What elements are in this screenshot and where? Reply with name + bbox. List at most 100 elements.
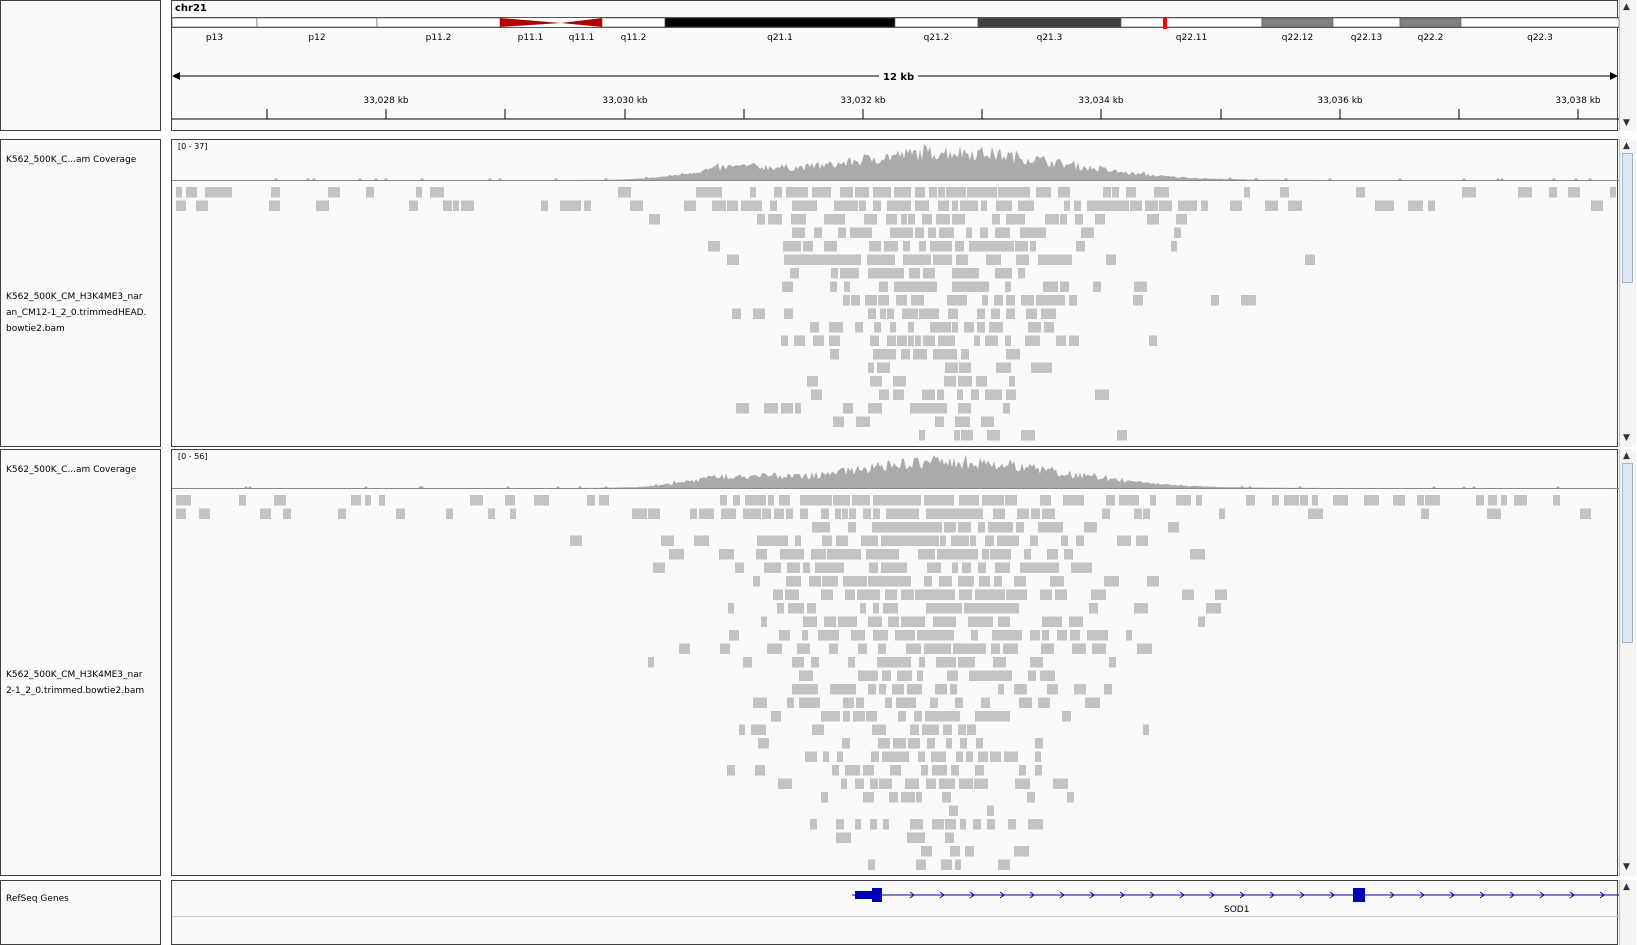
gene-model-sod1[interactable] [172,881,1619,921]
scroll-up-icon[interactable]: ▲ [1623,451,1630,461]
track1-data-panel[interactable]: [0 - 37] [171,139,1619,447]
read [985,535,994,546]
read [745,495,757,506]
read [926,778,936,789]
read [1126,630,1132,641]
read [932,589,944,600]
read [468,200,474,211]
band-label-p13: p13 [206,33,223,43]
read [888,562,903,573]
read [993,657,1006,668]
track1-alignment-name-line1[interactable]: K562_500K_CM_H3K4ME3_nar [6,292,143,302]
read [570,535,582,546]
read [176,187,182,198]
track2-alignment-name-line2[interactable]: 2-1_2_0.trimmed.bowtie2.bam [6,686,145,696]
read [1171,241,1177,252]
scroll-down-icon[interactable]: ▼ [1623,433,1630,443]
read [1005,281,1011,292]
read [848,657,855,668]
read [981,697,990,708]
read [901,589,914,600]
read [888,616,899,627]
read [902,187,911,198]
read [909,268,920,279]
track2-scrollbar[interactable]: ▲ ▼ [1619,449,1636,876]
read [779,630,790,641]
track1-alignments[interactable] [172,186,1619,446]
band-q21.1 [664,17,896,28]
track2-data-panel[interactable]: [0 - 56] [171,449,1619,876]
ruler[interactable]: 33,028 kb 33,030 kb 33,032 kb 33,034 kb 33,0… [172,91,1619,127]
track2-name-panel: K562_500K_C...am Coverage K562_500K_CM_H… [0,449,161,876]
scroll-up-icon[interactable]: ▲ [1623,882,1630,892]
header-scrollbar[interactable]: ▲ ▼ [1619,0,1636,131]
gene-exon-2 [1353,888,1365,902]
read [941,859,952,870]
read [802,630,808,641]
track2-alignments[interactable] [172,494,1619,875]
read [908,214,915,225]
scroll-thumb[interactable] [1622,153,1633,283]
read [1045,295,1059,306]
read [995,227,1010,238]
track1-alignment-name-line3[interactable]: bowtie2.bam [6,324,65,334]
read [777,603,784,614]
read [694,535,709,546]
track1-scrollbar[interactable]: ▲ ▼ [1619,139,1636,447]
scroll-up-icon[interactable]: ▲ [1623,141,1630,151]
read [1102,508,1110,519]
scroll-up-icon[interactable]: ▲ [1623,2,1630,12]
read [901,214,907,225]
read [1168,522,1179,533]
read [807,254,818,265]
read [974,778,988,789]
read [957,389,963,400]
track1-alignment-name-line2[interactable]: an_CM12-1_2_0.trimmedHEAD. [6,308,147,318]
read [1476,495,1484,506]
read [1056,335,1066,346]
span-label: 12 kb [879,72,919,83]
track1-coverage-name[interactable]: K562_500K_C...am Coverage [6,155,137,165]
read [1106,254,1116,265]
track2-alignment-name-line1[interactable]: K562_500K_CM_H3K4ME3_nar [6,670,143,680]
genes-data-panel[interactable]: SOD1 [171,880,1619,945]
read [1018,200,1027,211]
genes-track-name[interactable]: RefSeq Genes [6,894,69,904]
read [955,697,963,708]
read [903,576,911,587]
read [908,322,914,333]
read [690,508,697,519]
read [1031,362,1045,373]
genes-scrollbar[interactable]: ▲ [1619,880,1636,945]
track1-coverage-plot[interactable] [172,140,1619,184]
read [1018,589,1027,600]
read [954,430,960,441]
read [870,819,877,830]
track2-coverage-plot[interactable] [172,450,1619,492]
read [1103,187,1111,198]
read [990,549,1005,560]
read [998,616,1010,627]
read [1057,295,1065,306]
read [712,200,726,211]
ideogram[interactable]: p13 p12 p11.2 p11.1 q11.1 q11.2 q21.1 q21.2 q21.… [172,17,1619,43]
read [1027,792,1035,803]
read [988,495,996,506]
track2-coverage-name[interactable]: K562_500K_C...am Coverage [6,465,137,475]
read [919,403,934,414]
scroll-down-icon[interactable]: ▼ [1623,118,1630,128]
read [830,684,845,695]
read [952,268,967,279]
read [1019,697,1032,708]
read [959,589,970,600]
scroll-down-icon[interactable]: ▼ [1623,862,1630,872]
read [1035,738,1043,749]
read [1085,697,1100,708]
read [873,603,879,614]
read [877,657,888,668]
read [1036,295,1050,306]
scroll-thumb[interactable] [1622,463,1633,643]
read [960,738,967,749]
read [911,295,924,306]
read [842,508,848,519]
